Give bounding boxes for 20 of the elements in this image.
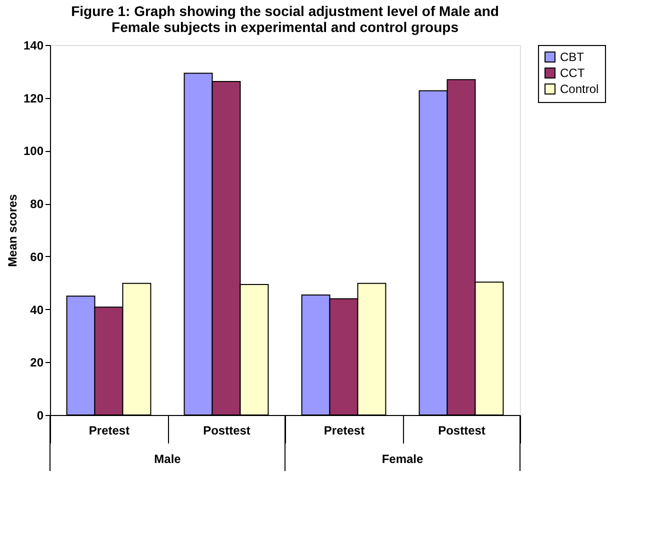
- text: Male: [154, 452, 182, 466]
- y-tick-label: 80: [30, 197, 44, 212]
- y-tick-label: 40: [30, 302, 44, 317]
- legend-label: Control: [560, 82, 599, 96]
- x-tick-label: Pretest: [88, 424, 130, 438]
- y-tick-label: 0: [36, 408, 44, 422]
- x-tick-label: Posttest: [203, 424, 250, 438]
- y-tick-label: 20: [30, 356, 44, 370]
- x-tick-label: Posttest: [438, 424, 486, 438]
- y-axis-title: Mean scores: [5, 194, 20, 267]
- x-tick-label: Pretest: [324, 424, 365, 438]
- y-tick-label: 120: [23, 91, 44, 106]
- legend-label: CCT: [560, 66, 586, 80]
- legend-label: CBT: [560, 50, 585, 64]
- y-tick-label: 60: [30, 250, 44, 264]
- y-tick-label: 140: [23, 38, 44, 52]
- y-tick-label: 100: [23, 144, 44, 158]
- text: Figure 1: Graph showing the social adjustment level of Male and: [71, 3, 499, 19]
- text: Female: [382, 452, 424, 466]
- text: Female subjects in experimental and control groups: [112, 19, 458, 35]
